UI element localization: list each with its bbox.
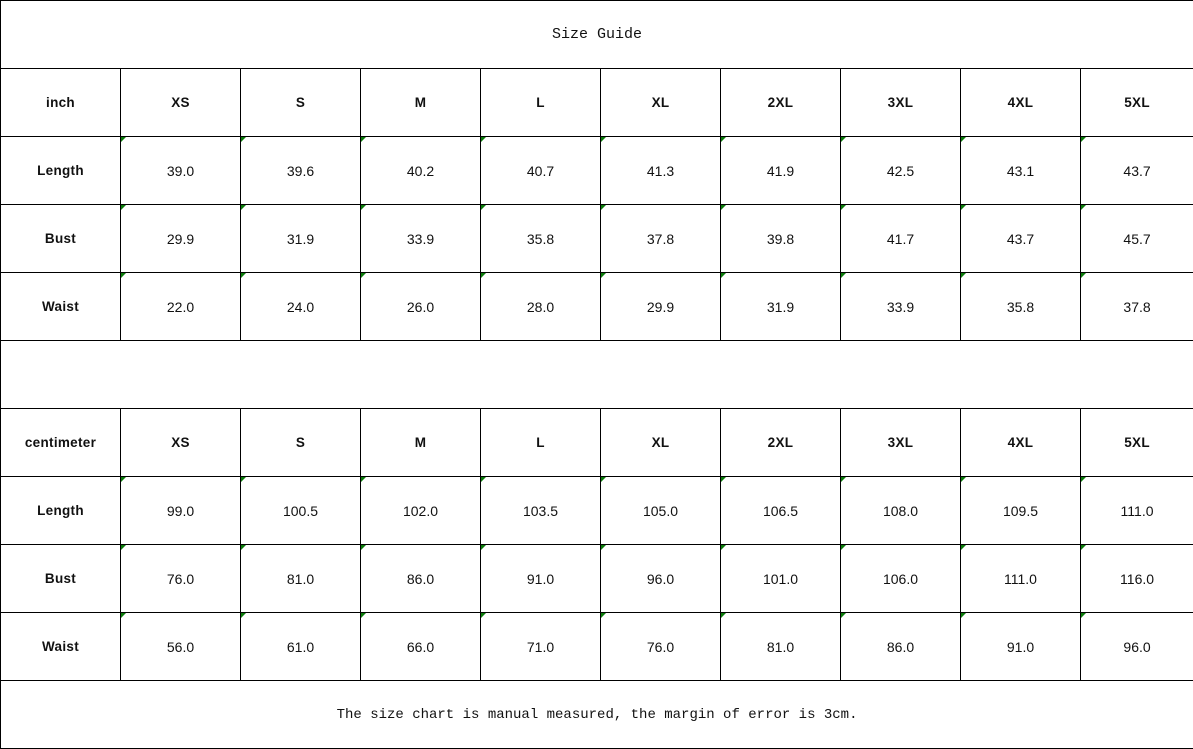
measurement-value: 102.0 — [360, 476, 481, 545]
size-header: 2XL — [720, 408, 841, 477]
size-header: M — [360, 68, 481, 137]
measurement-value: 43.1 — [960, 136, 1081, 205]
measurement-value: 28.0 — [480, 272, 601, 341]
measurement-value: 81.0 — [720, 612, 841, 681]
measurement-label: Waist — [0, 612, 121, 681]
size-header: 3XL — [840, 68, 961, 137]
table-row: Waist 22.0 24.0 26.0 28.0 29.9 31.9 33.9 35.8 37.… — [0, 272, 1193, 341]
measurement-value: 26.0 — [360, 272, 481, 341]
measurement-value: 66.0 — [360, 612, 481, 681]
measurement-value: 111.0 — [1079, 476, 1193, 545]
measurement-value: 103.5 — [480, 476, 601, 545]
size-header: XS — [120, 68, 241, 137]
measurement-value: 43.7 — [960, 204, 1081, 273]
measurement-value: 41.7 — [840, 204, 961, 273]
measurement-value: 99.0 — [120, 476, 241, 545]
measurement-value: 24.0 — [240, 272, 361, 341]
measurement-value: 39.6 — [240, 136, 361, 205]
table-row: Length 39.0 39.6 40.2 40.7 41.3 41.9 42.5 43.1 43… — [0, 136, 1193, 205]
measurement-value: 43.7 — [1079, 136, 1193, 205]
footer-note: The size chart is manual measured, the m… — [0, 680, 1193, 749]
measurement-value: 29.9 — [120, 204, 241, 273]
size-header: S — [240, 68, 361, 137]
measurement-value: 100.5 — [240, 476, 361, 545]
measurement-label: Bust — [0, 204, 121, 273]
size-header: 5XL — [1079, 408, 1193, 477]
size-header: 5XL — [1079, 68, 1193, 137]
measurement-value: 106.0 — [840, 544, 961, 613]
spacer-row — [0, 340, 1193, 409]
measurement-value: 71.0 — [480, 612, 601, 681]
measurement-value: 106.5 — [720, 476, 841, 545]
measurement-value: 96.0 — [1079, 612, 1193, 681]
size-header: M — [360, 408, 481, 477]
measurement-value: 37.8 — [600, 204, 721, 273]
measurement-value: 56.0 — [120, 612, 241, 681]
measurement-value: 39.8 — [720, 204, 841, 273]
measurement-value: 40.7 — [480, 136, 601, 205]
measurement-value: 35.8 — [960, 272, 1081, 341]
measurement-value: 22.0 — [120, 272, 241, 341]
measurement-value: 101.0 — [720, 544, 841, 613]
measurement-value: 76.0 — [120, 544, 241, 613]
measurement-value: 105.0 — [600, 476, 721, 545]
measurement-label: Length — [0, 136, 121, 205]
measurement-value: 39.0 — [120, 136, 241, 205]
measurement-value: 86.0 — [840, 612, 961, 681]
measurement-value: 91.0 — [960, 612, 1081, 681]
measurement-value: 33.9 — [360, 204, 481, 273]
size-header: XS — [120, 408, 241, 477]
measurement-value: 116.0 — [1079, 544, 1193, 613]
measurement-value: 35.8 — [480, 204, 601, 273]
size-header: 3XL — [840, 408, 961, 477]
size-header: 4XL — [960, 68, 1081, 137]
size-header: S — [240, 408, 361, 477]
measurement-value: 29.9 — [600, 272, 721, 341]
page-title: Size Guide — [0, 0, 1193, 69]
measurement-value: 31.9 — [720, 272, 841, 341]
size-header: XL — [600, 408, 721, 477]
measurement-value: 111.0 — [960, 544, 1081, 613]
size-header: 4XL — [960, 408, 1081, 477]
table-row: Bust 76.0 81.0 86.0 91.0 96.0 101.0 106.0 111.0 1… — [0, 544, 1193, 613]
measurement-value: 41.9 — [720, 136, 841, 205]
measurement-value: 91.0 — [480, 544, 601, 613]
table-row: Waist 56.0 61.0 66.0 71.0 76.0 81.0 86.0 91.0 96.… — [0, 612, 1193, 681]
table-row: Length 99.0 100.5 102.0 103.5 105.0 106.5 108.0… — [0, 476, 1193, 545]
size-header: XL — [600, 68, 721, 137]
measurement-value: 108.0 — [840, 476, 961, 545]
header-row: inch XS S M L XL 2XL 3XL 4XL 5XL — [0, 68, 1193, 137]
footer-row: The size chart is manual measured, the m… — [0, 680, 1193, 749]
size-header: 2XL — [720, 68, 841, 137]
measurement-value: 86.0 — [360, 544, 481, 613]
size-header: L — [480, 408, 601, 477]
measurement-value: 96.0 — [600, 544, 721, 613]
measurement-value: 61.0 — [240, 612, 361, 681]
header-row: centimeter XS S M L XL 2XL 3XL 4XL 5XL — [0, 408, 1193, 477]
measurement-value: 45.7 — [1079, 204, 1193, 273]
unit-label: centimeter — [0, 408, 121, 477]
measurement-value: 109.5 — [960, 476, 1081, 545]
measurement-label: Length — [0, 476, 121, 545]
measurement-value: 41.3 — [600, 136, 721, 205]
measurement-value: 76.0 — [600, 612, 721, 681]
measurement-value: 81.0 — [240, 544, 361, 613]
measurement-value: 37.8 — [1079, 272, 1193, 341]
size-header: L — [480, 68, 601, 137]
title-row: Size Guide — [0, 0, 1193, 69]
measurement-value: 42.5 — [840, 136, 961, 205]
measurement-label: Waist — [0, 272, 121, 341]
measurement-value: 40.2 — [360, 136, 481, 205]
unit-label: inch — [0, 68, 121, 137]
measurement-value: 33.9 — [840, 272, 961, 341]
measurement-value: 31.9 — [240, 204, 361, 273]
table-row: Bust 29.9 31.9 33.9 35.8 37.8 39.8 41.7 43.7 45.7 — [0, 204, 1193, 273]
measurement-label: Bust — [0, 544, 121, 613]
spacer-cell — [0, 340, 1193, 409]
